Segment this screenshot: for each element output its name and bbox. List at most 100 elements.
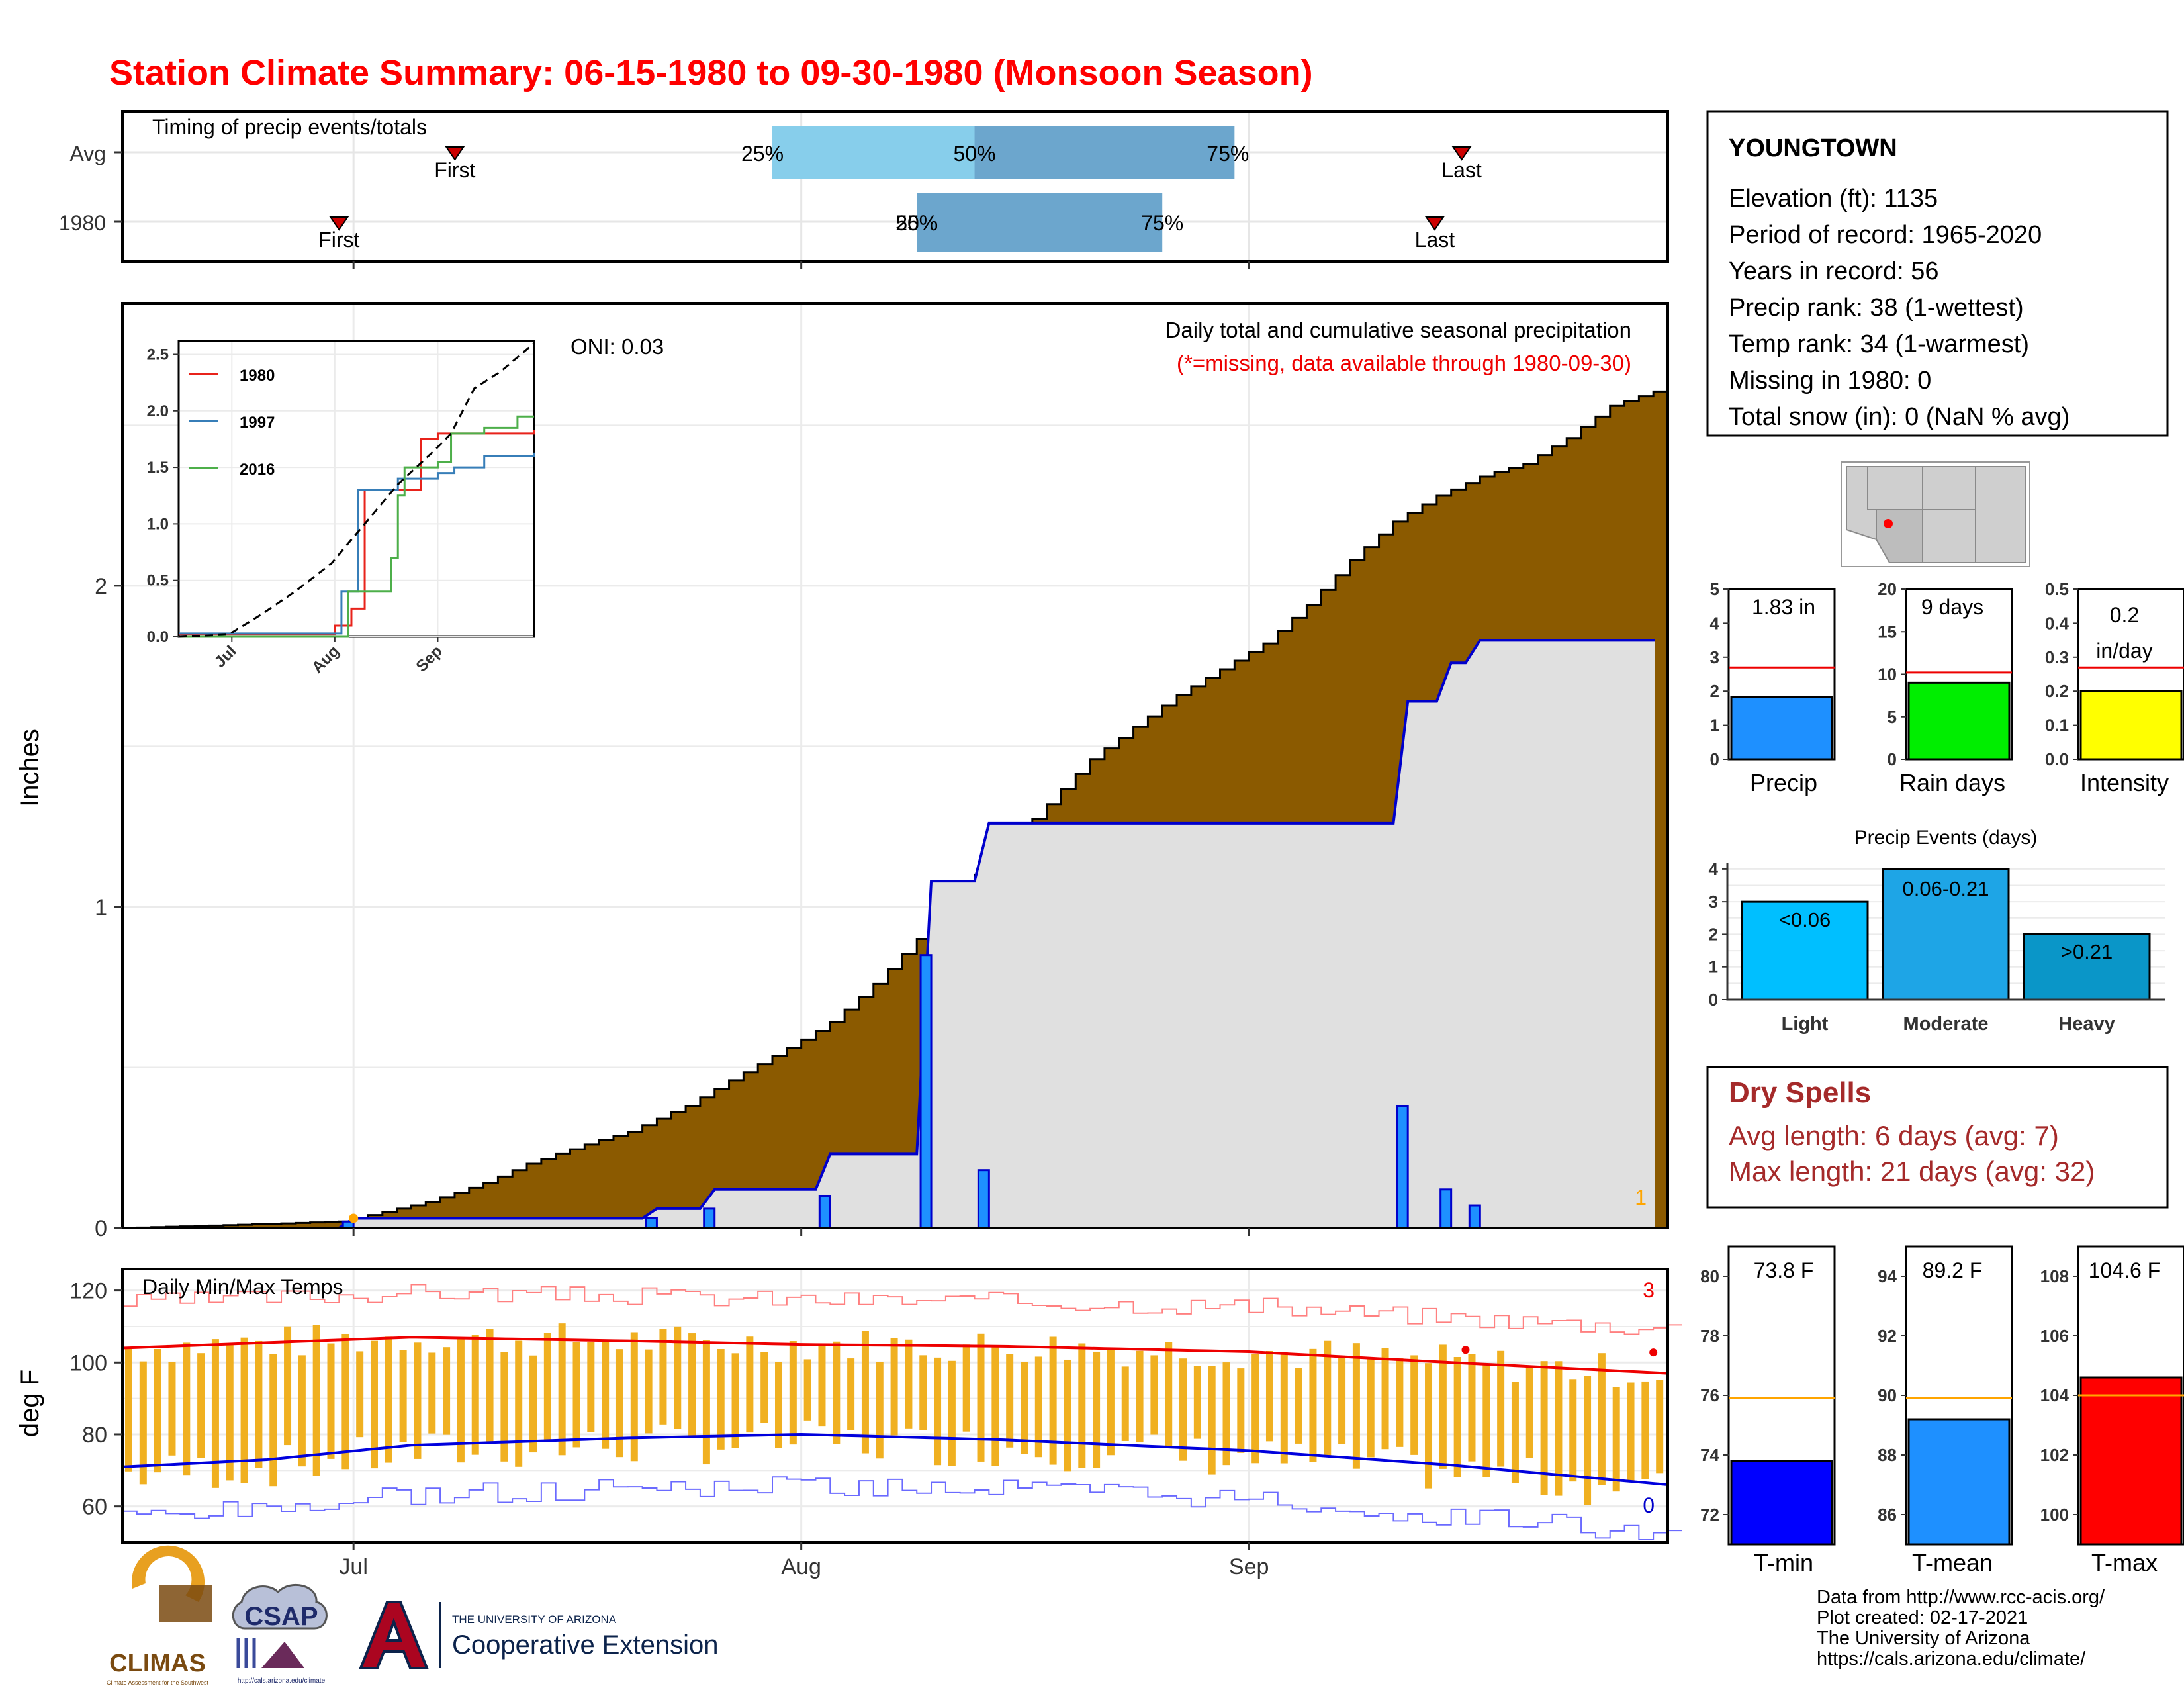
precip-ytick-label: 0 <box>95 1216 107 1241</box>
map-nevada-utah <box>1867 466 1923 510</box>
events-ytick-label: 0 <box>1709 990 1718 1009</box>
summary-0-ytick-label: 2 <box>1710 681 1719 701</box>
daily-temp-bar <box>876 1362 884 1459</box>
daily-temp-bar <box>1006 1354 1014 1448</box>
daily-temp-bar <box>515 1340 523 1467</box>
daily-temp-bar <box>1612 1387 1620 1492</box>
daily-temp-bar <box>385 1336 392 1463</box>
daily-temp-bar <box>1468 1354 1476 1462</box>
daily-temp-bar <box>746 1336 754 1433</box>
summary-2-bar <box>2079 690 2183 761</box>
station-temp-rank: Temp rank: 34 (1-warmest) <box>1729 330 2029 358</box>
daily-temp-bar <box>1165 1342 1173 1448</box>
ua-small-text: THE UNIVERSITY OF ARIZONA <box>452 1613 617 1626</box>
tsum-0-ytick-label: 78 <box>1700 1326 1719 1346</box>
daily-temp-bar <box>991 1346 999 1466</box>
precip-corner-count: 1 <box>1635 1186 1647 1209</box>
daily-temp-bar <box>977 1333 985 1462</box>
temp-summary-charts: 72 74 76 78 80 86 88 90 92 94 100 102 104 106 108 T-min… <box>1700 1245 2184 1576</box>
daily-temp-bar <box>240 1337 248 1483</box>
ua-logo: THE UNIVERSITY OF ARIZONA Cooperative Ex… <box>359 1601 718 1669</box>
daily-precip-bar <box>919 954 933 1229</box>
timing-panel: Timing of precip events/totals Avg 1980 … <box>59 110 1669 263</box>
inset-legend-label-2016: 2016 <box>240 461 275 479</box>
daily-temp-bar <box>1193 1366 1201 1439</box>
inset-ytick-label: 1.5 <box>147 459 169 477</box>
climas-logo-block <box>159 1585 212 1622</box>
events-ytick-label: 2 <box>1709 924 1718 944</box>
station-elevation: Elevation (ft): 1135 <box>1729 185 1938 212</box>
footer-credits: Data from http://www.rcc-acis.org/ Plot … <box>1817 1587 2105 1669</box>
summary-0-ytick-label: 4 <box>1710 613 1720 633</box>
station-name: YOUNGTOWN <box>1729 134 1897 162</box>
timing-avg-75-label: 75% <box>1206 142 1249 165</box>
station-missing: Missing in 1980: 0 <box>1729 367 1931 395</box>
inset-line-1980 <box>179 430 535 636</box>
summary-label-precip: Precip <box>1750 769 1817 796</box>
events-ytick-label: 1 <box>1709 957 1718 977</box>
precip-panel: 0 1 2 Inches ONI: 0.03 Daily total and cum… <box>15 302 1669 1241</box>
summary-1-ytick-label: 20 <box>1878 579 1897 599</box>
tsum-2-ytick-label: 102 <box>2040 1445 2069 1465</box>
summary-0-ytick-label: 1 <box>1710 716 1719 735</box>
daily-temp-bar <box>1453 1357 1461 1477</box>
tsum-1-ytick-label: 86 <box>1878 1505 1897 1524</box>
precip-ytick-label: 1 <box>95 895 107 920</box>
timing-1980-75-label: 75% <box>1141 211 1183 235</box>
daily-temp-bar <box>1222 1362 1230 1466</box>
tsum-0-ytick-label: 76 <box>1700 1385 1719 1405</box>
events-ytick-label: 4 <box>1709 859 1719 879</box>
timing-1980-last-label: Last <box>1415 228 1455 252</box>
daily-temp-bar <box>775 1362 783 1448</box>
summary-1-ytick-label: 0 <box>1888 749 1897 769</box>
ua-a-icon <box>359 1601 429 1669</box>
inset-ytick-label: 0.0 <box>147 628 169 646</box>
summary-2-ytick-label: 0.4 <box>2045 613 2070 633</box>
events-cat-heavy: Heavy <box>2058 1013 2115 1035</box>
daily-precip-bar <box>818 1194 831 1229</box>
summary-1-bar <box>1907 681 2011 761</box>
events-value-heavy: >0.21 <box>2061 940 2113 963</box>
daily-temp-bar <box>500 1352 508 1462</box>
climas-logo-arc <box>132 1545 205 1602</box>
csap-logo: CSAP http://cals.arizona.edu/climate <box>232 1583 328 1685</box>
daily-temp-bar <box>399 1350 407 1442</box>
daily-temp-bar <box>168 1362 176 1456</box>
daily-temp-bar <box>1309 1348 1317 1462</box>
daily-temp-bar <box>1078 1343 1086 1468</box>
timing-1980-first-label: First <box>318 228 359 252</box>
daily-temp-bar <box>833 1341 841 1444</box>
daily-temp-bar <box>1525 1367 1533 1458</box>
daily-temp-bar <box>803 1359 811 1421</box>
daily-temp-bar <box>139 1361 147 1485</box>
daily-temp-bar <box>572 1342 580 1448</box>
daily-temp-bar <box>1439 1344 1447 1469</box>
timing-avg-50-label: 50% <box>953 142 995 165</box>
daily-temp-bar <box>1237 1368 1245 1453</box>
summary-value-intensity-unit: in/day <box>2096 639 2152 663</box>
summary-value-raindays: 9 days <box>1921 595 1983 619</box>
summary-2-ytick-label: 0.5 <box>2045 579 2069 599</box>
daily-temp-bar <box>948 1360 956 1466</box>
daily-temp-bar <box>659 1329 667 1425</box>
daily-temp-bar <box>1107 1349 1115 1456</box>
daily-precip-bar <box>977 1169 990 1229</box>
daily-temp-bar <box>818 1346 826 1427</box>
daily-temp-bar <box>414 1342 422 1459</box>
tsum-2-ytick-label: 104 <box>2040 1385 2070 1405</box>
daily-temp-bar <box>1367 1358 1375 1458</box>
map-colorado <box>1922 466 1976 510</box>
daily-precip-bar <box>1396 1105 1409 1229</box>
precip-ylabel: Inches <box>15 729 44 807</box>
daily-precip-bar <box>1439 1188 1453 1229</box>
tsum-0-ytick-label: 72 <box>1700 1505 1719 1524</box>
daily-temp-bar <box>674 1326 682 1429</box>
footer-line-4: https://cals.arizona.edu/climate/ <box>1817 1648 2086 1669</box>
daily-temp-bar <box>255 1340 263 1468</box>
tsum-value-tmin: 73.8 F <box>1754 1258 1814 1282</box>
record-min-count: 0 <box>1643 1493 1655 1517</box>
daily-precip-bar <box>645 1217 658 1229</box>
daily-temp-bar <box>428 1352 436 1434</box>
